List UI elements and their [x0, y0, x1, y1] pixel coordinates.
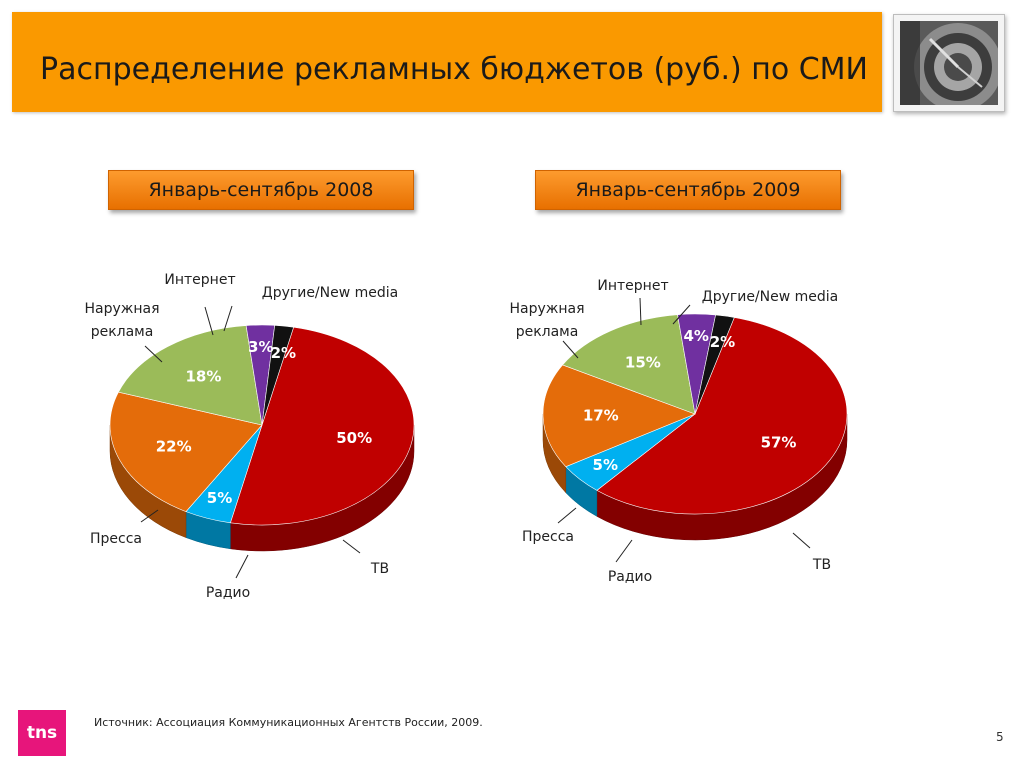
- slide-title: Распределение рекламных бюджетов (руб.) …: [40, 52, 869, 87]
- leader-line-пресса: [557, 507, 577, 524]
- leader-line-другие-new-media: [223, 305, 233, 332]
- period-label-2008: Январь-сентябрь 2008: [108, 170, 414, 210]
- pie-slice-тв: [596, 317, 848, 515]
- data-label-наружная-реклама: 18%: [186, 367, 222, 385]
- data-label-другие-new-media: 2%: [271, 344, 296, 362]
- leader-line-радио: [615, 539, 633, 563]
- leader-line-интернет: [639, 297, 642, 326]
- category-label-радио: Радио: [206, 585, 250, 601]
- tns-logo: tns: [18, 710, 66, 756]
- pie-slice-тв: [230, 326, 415, 526]
- pie-slice-наружная-реклама: [562, 314, 696, 415]
- category-label-интернет: Интернет: [597, 278, 668, 294]
- data-label-тв: 57%: [761, 434, 797, 452]
- pie-slice-пресса: [109, 391, 263, 512]
- category-label-пресса: Пресса: [522, 529, 574, 545]
- leader-line-наружная-реклама: [562, 340, 579, 359]
- leader-line-тв: [342, 539, 361, 554]
- period-label-2009: Январь-сентябрь 2009: [535, 170, 841, 210]
- data-label-тв: 50%: [336, 429, 372, 447]
- data-label-интернет: 4%: [684, 327, 709, 345]
- pie-slice-пресса: [542, 364, 696, 468]
- pie-side-walls: [109, 424, 415, 552]
- data-label-интернет: 3%: [248, 338, 273, 356]
- clock-image: [900, 21, 998, 105]
- page-number: 5: [996, 730, 1004, 744]
- category-label-радио: Радио: [608, 569, 652, 585]
- leader-line-тв: [792, 532, 811, 549]
- data-label-наружная-реклама: 15%: [625, 353, 661, 371]
- data-label-пресса: 17%: [583, 406, 619, 424]
- leader-line-наружная-реклама: [144, 345, 163, 363]
- pie-chart-2008: 50% 5% 22% 18% 3%2%: [109, 324, 415, 552]
- pie-chart-2009: 57% 5% 17% 15% 4% 2%: [542, 313, 848, 541]
- leader-line-радио: [235, 554, 249, 579]
- category-labels: ТВ Радио Пресса Наружная реклама Интернет Друг…: [84, 272, 838, 601]
- data-label-пресса: 22%: [156, 438, 192, 456]
- clock-photo: [893, 14, 1005, 112]
- data-label-другие-new-media: 2%: [710, 333, 735, 351]
- category-label-пресса: Пресса: [90, 531, 142, 547]
- pie-slice-другие-new-media: [261, 325, 294, 426]
- leader-line-пресса: [140, 509, 159, 523]
- title-bar: Распределение рекламных бюджетов (руб.) …: [12, 12, 882, 112]
- category-label-другие-new-media: Другие/New media: [702, 289, 839, 305]
- pie-slice-другие-new-media: [694, 314, 735, 415]
- category-label-наружная-реклама-0: Наружная: [509, 301, 584, 317]
- source-note: Источник: Ассоциация Коммуникационных Аг…: [94, 716, 483, 729]
- category-label-интернет: Интернет: [164, 272, 235, 288]
- category-label-тв: ТВ: [370, 561, 389, 577]
- data-label-радио: 5%: [593, 456, 618, 474]
- category-label-наружная-реклама-1: реклама: [91, 324, 154, 340]
- category-label-наружная-реклама-1: реклама: [516, 324, 579, 340]
- leader-line-другие-new-media: [672, 304, 691, 325]
- leader-line-интернет: [204, 306, 214, 336]
- pie-slice-наружная-реклама: [118, 325, 263, 426]
- category-label-наружная-реклама-0: Наружная: [84, 301, 159, 317]
- pie-side-walls: [542, 413, 848, 541]
- category-label-другие-new-media: Другие/New media: [262, 285, 399, 301]
- category-label-тв: ТВ: [812, 557, 831, 573]
- data-label-радио: 5%: [207, 489, 232, 507]
